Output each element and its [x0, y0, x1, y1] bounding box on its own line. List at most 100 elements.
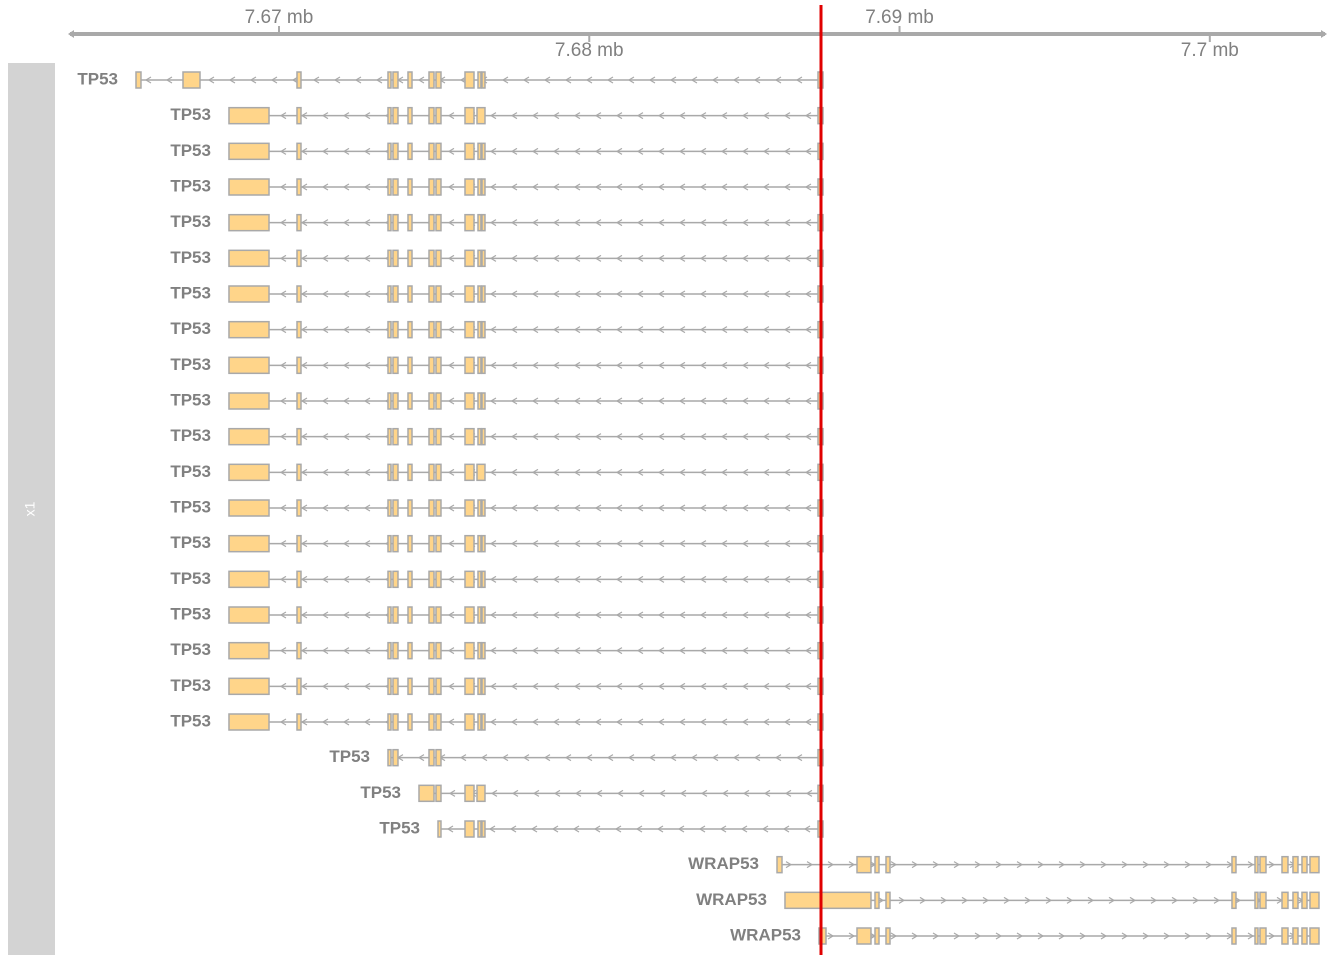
strand-arrow	[447, 254, 455, 262]
strand-arrow	[699, 540, 707, 548]
strand-arrow	[342, 647, 350, 655]
exon	[296, 178, 302, 196]
strand-arrow	[1058, 932, 1066, 940]
strand-arrow	[636, 611, 644, 619]
exon	[1309, 891, 1320, 910]
strand-arrow	[501, 754, 509, 762]
exon	[1259, 927, 1267, 945]
strand-arrow	[720, 290, 728, 298]
strand-arrow	[509, 825, 517, 833]
strand-arrow	[720, 540, 728, 548]
strand-arrow	[489, 361, 497, 369]
strand-arrow	[363, 290, 371, 298]
exon	[874, 927, 880, 945]
strand-arrow	[1003, 896, 1011, 904]
strand-arrow	[762, 112, 770, 120]
exon	[464, 392, 475, 410]
exon	[228, 534, 270, 553]
strand-arrow	[300, 361, 308, 369]
exon	[437, 820, 442, 838]
strand-arrow	[636, 575, 644, 583]
strand-arrow	[594, 219, 602, 227]
strand-arrow	[658, 789, 666, 797]
strand-arrow	[940, 896, 948, 904]
exon	[428, 249, 435, 268]
strand-arrow	[489, 718, 497, 726]
strand-arrow	[594, 682, 602, 690]
exon	[1254, 891, 1259, 910]
strand-arrow	[594, 326, 602, 334]
track-panel	[8, 63, 55, 955]
exon	[387, 713, 392, 731]
strand-arrow	[1163, 932, 1171, 940]
strand-arrow	[300, 468, 308, 476]
gene-label: TP53	[170, 497, 211, 516]
strand-arrow	[678, 183, 686, 191]
strand-arrow	[510, 147, 518, 155]
gene-label: TP53	[170, 569, 211, 588]
strand-arrow	[614, 825, 622, 833]
strand-arrow	[699, 611, 707, 619]
strand-arrow	[552, 682, 560, 690]
exon	[481, 570, 486, 589]
exon	[464, 463, 475, 482]
strand-arrow	[447, 504, 455, 512]
strand-arrow	[1184, 861, 1192, 869]
strand-arrow	[699, 290, 707, 298]
strand-arrow	[552, 468, 560, 476]
exon	[435, 213, 442, 232]
strand-arrow	[720, 112, 728, 120]
strand-arrow	[564, 754, 572, 762]
strand-arrow	[279, 112, 287, 120]
exon	[407, 285, 413, 303]
exon	[1281, 891, 1289, 910]
strand-arrow	[762, 718, 770, 726]
strand-arrow	[804, 611, 812, 619]
strand-arrow	[447, 575, 455, 583]
strand-arrow	[321, 397, 329, 405]
strand-arrow	[1247, 861, 1255, 869]
strand-arrow	[719, 825, 727, 833]
strand-arrow	[342, 112, 350, 120]
strand-arrow	[636, 290, 644, 298]
strand-arrow	[321, 433, 329, 441]
exon	[435, 71, 442, 89]
strand-arrow	[636, 468, 644, 476]
strand-arrow	[741, 326, 749, 334]
strand-arrow	[699, 682, 707, 690]
strand-arrow	[657, 682, 665, 690]
exon	[296, 570, 302, 589]
strand-arrow	[279, 718, 287, 726]
exon	[435, 677, 442, 696]
strand-arrow	[510, 397, 518, 405]
strand-arrow	[741, 433, 749, 441]
strand-arrow	[911, 932, 919, 940]
exon	[407, 641, 413, 660]
exon	[228, 356, 270, 375]
gene-label: TP53	[379, 818, 420, 837]
exon	[435, 106, 442, 125]
strand-arrow	[572, 825, 580, 833]
strand-arrow	[573, 183, 581, 191]
strand-arrow	[720, 147, 728, 155]
exon	[477, 606, 482, 624]
exon	[464, 249, 475, 268]
strand-arrow	[700, 789, 708, 797]
exon	[885, 927, 891, 945]
strand-arrow	[510, 219, 518, 227]
strand-arrow	[698, 825, 706, 833]
exon	[387, 106, 392, 125]
strand-arrow	[762, 575, 770, 583]
strand-arrow	[762, 147, 770, 155]
strand-arrow	[762, 504, 770, 512]
exon	[435, 463, 442, 482]
exon	[392, 641, 399, 660]
exon	[477, 142, 482, 161]
exon	[228, 641, 270, 660]
strand-arrow	[1192, 896, 1200, 904]
strand-arrow	[447, 290, 455, 298]
exon	[296, 392, 302, 410]
exon	[296, 71, 302, 89]
strand-arrow	[207, 76, 215, 84]
strand-arrow	[342, 611, 350, 619]
